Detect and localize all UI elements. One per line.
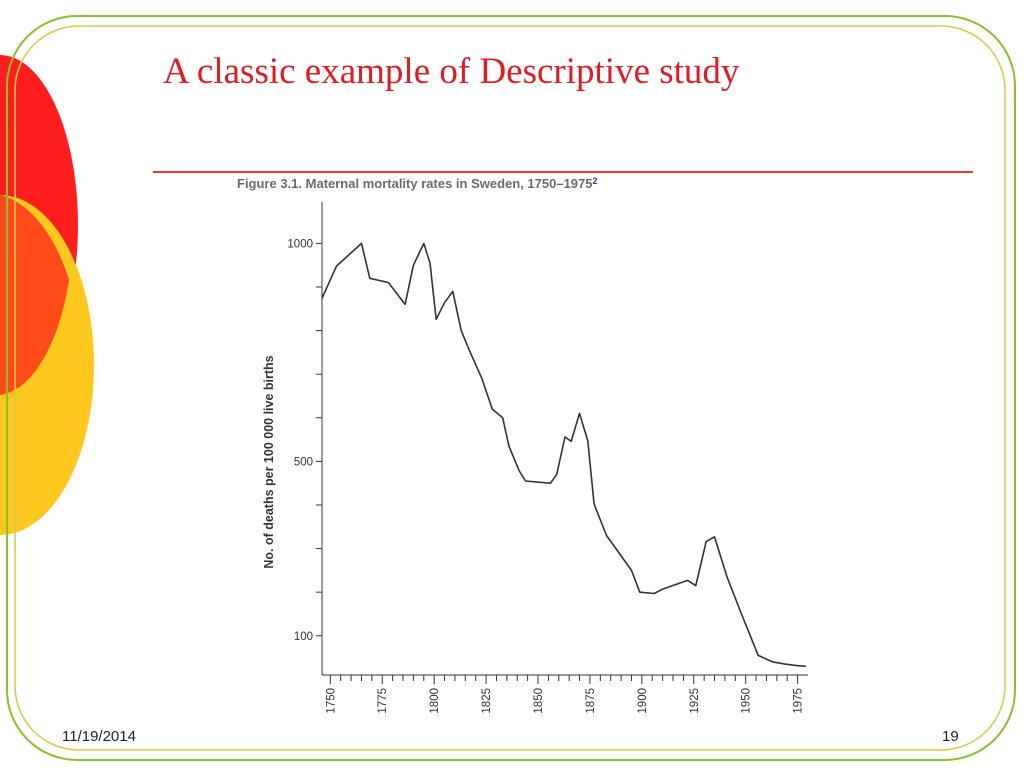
slide-number: 19 xyxy=(942,728,959,745)
chart-title-superscript: 2 xyxy=(593,176,598,186)
y-tick-label: 1000 xyxy=(287,238,313,250)
slide-title: A classic example of Descriptive study xyxy=(163,51,740,92)
y-axis-label: No. of deaths per 100 000 live births xyxy=(262,355,276,568)
x-tick-label: 1950 xyxy=(741,688,753,714)
footer-date: 11/19/2014 xyxy=(62,728,136,745)
x-tick-label: 1825 xyxy=(481,688,493,714)
x-tick-label: 1850 xyxy=(533,688,545,714)
y-tick-label: 500 xyxy=(294,456,313,468)
x-tick-label: 1775 xyxy=(377,688,389,714)
plot-area: 1000 500 100 1750 1775 1800 1825 1850 1875 1900 19… xyxy=(287,202,808,714)
frame-border-outer xyxy=(6,15,1016,761)
x-tick-label: 1900 xyxy=(637,688,649,714)
x-tick-label: 1975 xyxy=(793,688,805,714)
x-tick-label: 1875 xyxy=(585,688,597,714)
chart-title-text: Figure 3.1. Maternal mortality rates in … xyxy=(237,176,593,191)
x-tick-label: 1925 xyxy=(689,688,701,714)
decorative-circle-overlap xyxy=(0,195,69,395)
x-tick-label: 1750 xyxy=(325,688,337,714)
series-line xyxy=(321,242,806,668)
x-tick-label: 1800 xyxy=(429,688,441,714)
frame-border-inner xyxy=(14,25,1006,751)
title-divider xyxy=(153,171,973,173)
line-chart: Figure 3.1. Maternal mortality rates in … xyxy=(237,176,808,714)
y-tick-label: 100 xyxy=(294,631,313,643)
chart-title: Figure 3.1. Maternal mortality rates in … xyxy=(237,176,598,191)
